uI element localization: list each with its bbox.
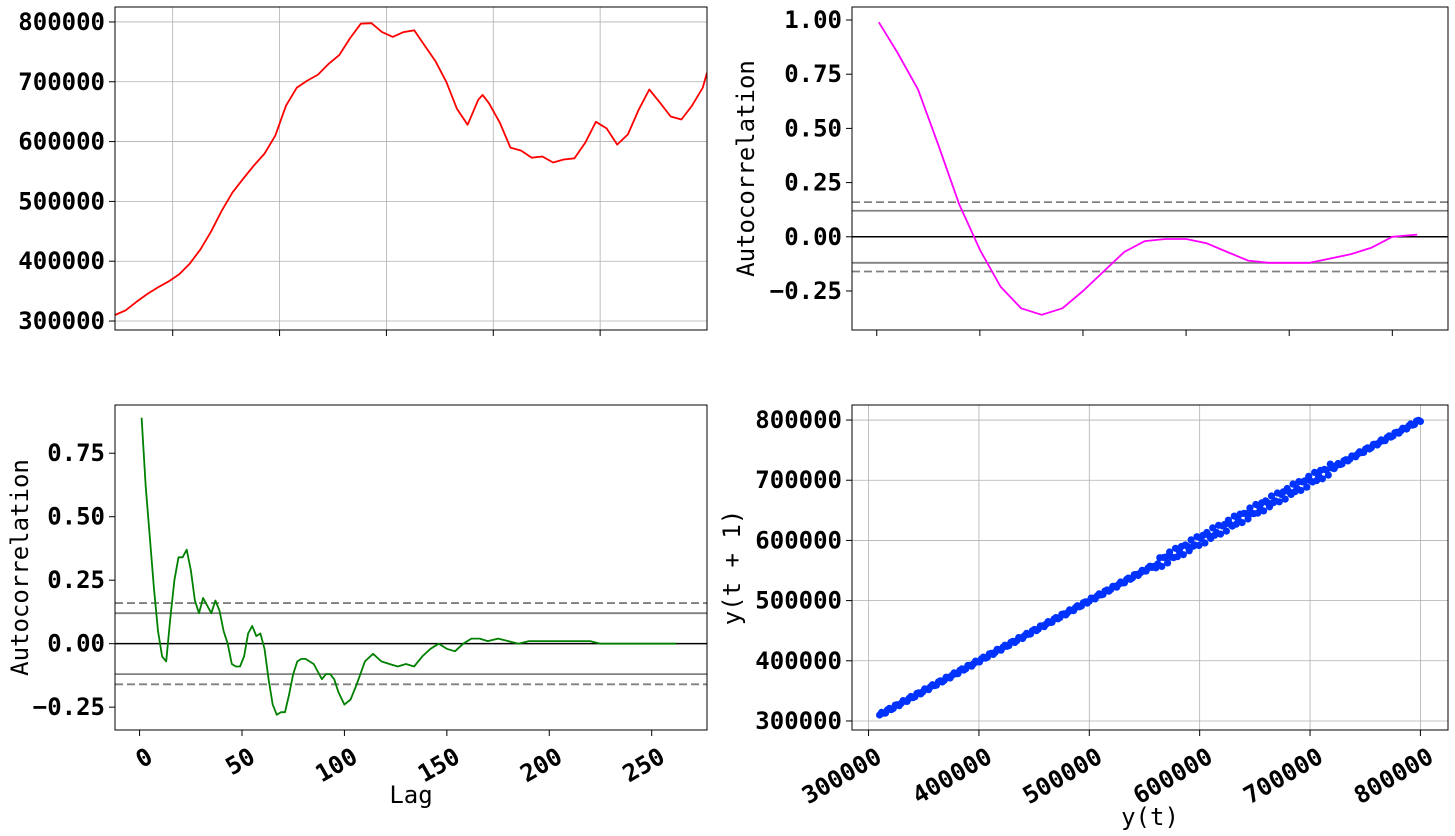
- y-tick-label: 0.00: [784, 223, 842, 251]
- series-line: [115, 22, 707, 316]
- scatter-point: [1246, 504, 1254, 512]
- x-tick-label: 0: [131, 742, 158, 773]
- autocorrelation-panel-top: −0.25 0.00 0.25 0.50 0.75 1.00 Autocorrelation: [732, 6, 1449, 336]
- axes-frame: [114, 404, 708, 731]
- y-tick-label: 400000: [18, 247, 105, 275]
- y-tick-label: 300000: [18, 307, 105, 335]
- series-line: [140, 417, 677, 716]
- scatter-point: [1244, 515, 1252, 523]
- scatter-point: [1324, 471, 1332, 479]
- scatter-point: [1318, 475, 1326, 483]
- y-tick-label: 0.50: [47, 503, 105, 531]
- scatter-point: [1162, 553, 1170, 561]
- scatter-point: [1222, 527, 1230, 535]
- scatter-point: [1195, 541, 1203, 550]
- y-axis-label: y(t + 1): [718, 510, 746, 626]
- y-tick-label: 600000: [755, 526, 842, 554]
- time-series-panel: 300000 400000 500000 600000 700000 800000: [18, 6, 708, 336]
- y-tick-label: −0.25: [33, 693, 105, 721]
- scatter-point: [1254, 509, 1262, 517]
- x-tick-label: 400000: [908, 742, 997, 810]
- scatter-point: [1303, 483, 1311, 491]
- scatter-point: [1187, 536, 1195, 544]
- axes-frame: [114, 6, 708, 331]
- plot-area: [876, 416, 1424, 719]
- axes-frame: [851, 404, 1449, 731]
- y-tick-label: 800000: [755, 406, 842, 434]
- scatter-point: [1179, 551, 1187, 559]
- y-tick-label: 700000: [18, 68, 105, 96]
- x-tick-label: 500000: [1018, 742, 1107, 810]
- scatter-point: [1238, 519, 1246, 527]
- plot-area: [878, 21, 1418, 316]
- x-tick-label: 800000: [1349, 742, 1438, 810]
- autocorrelation-panel-bottom: −0.250.000.250.500.750 50 100 150 200 250Auto…: [6, 404, 708, 809]
- scatter-point: [1267, 492, 1276, 500]
- y-axis-label: Autocorrelation: [6, 459, 34, 676]
- x-tick-label: 250: [618, 742, 670, 788]
- y-tick-label: 0.75: [784, 60, 842, 88]
- x-axis-label: y(t): [1121, 803, 1179, 831]
- y-axis-label: Autocorrelation: [732, 60, 760, 277]
- y-tick-label: 400000: [755, 647, 842, 675]
- y-tick-label: 800000: [18, 8, 105, 36]
- plot-area: [140, 417, 677, 716]
- y-tick-label: 700000: [755, 466, 842, 494]
- y-tick-label: 0.00: [47, 630, 105, 658]
- scatter-point: [1297, 486, 1305, 494]
- x-tick-label: 100: [311, 742, 363, 788]
- x-tick-label: 200: [516, 742, 568, 788]
- scatter-point: [1281, 495, 1289, 503]
- scatter-point: [1216, 530, 1225, 538]
- y-tick-label: 600000: [18, 128, 105, 156]
- scatter-point: [1201, 539, 1209, 547]
- y-tick-label: 1.00: [784, 6, 842, 34]
- axes-frame: [851, 6, 1449, 331]
- scatter-point: [1242, 509, 1250, 518]
- y-tick-label: −0.25: [770, 277, 842, 305]
- y-tick-label: 0.50: [784, 114, 842, 142]
- x-tick-label: 700000: [1239, 742, 1328, 810]
- scatter-point: [1164, 559, 1172, 567]
- scatter-point: [1158, 562, 1166, 571]
- scatter-point: [1173, 553, 1181, 561]
- x-tick-label: 50: [221, 742, 260, 781]
- y-tick-label: 0.25: [784, 169, 842, 197]
- y-tick-label: 0.25: [47, 566, 105, 594]
- lag-plot-panel: 300000 400000 500000 600000 700000 800000 3000…: [718, 404, 1449, 831]
- y-tick-label: 500000: [18, 187, 105, 215]
- y-tick-label: 300000: [755, 707, 842, 735]
- x-tick-label: 600000: [1128, 742, 1217, 810]
- series-line: [878, 21, 1418, 316]
- scatter-point: [1275, 498, 1283, 506]
- scatter-point: [1416, 417, 1424, 425]
- plot-area: [115, 22, 707, 316]
- x-tick-label: 300000: [797, 742, 886, 810]
- y-tick-label: 0.75: [47, 439, 105, 467]
- x-axis-label: Lag: [389, 781, 432, 809]
- scatter-point: [1260, 507, 1268, 515]
- y-tick-label: 500000: [755, 587, 842, 615]
